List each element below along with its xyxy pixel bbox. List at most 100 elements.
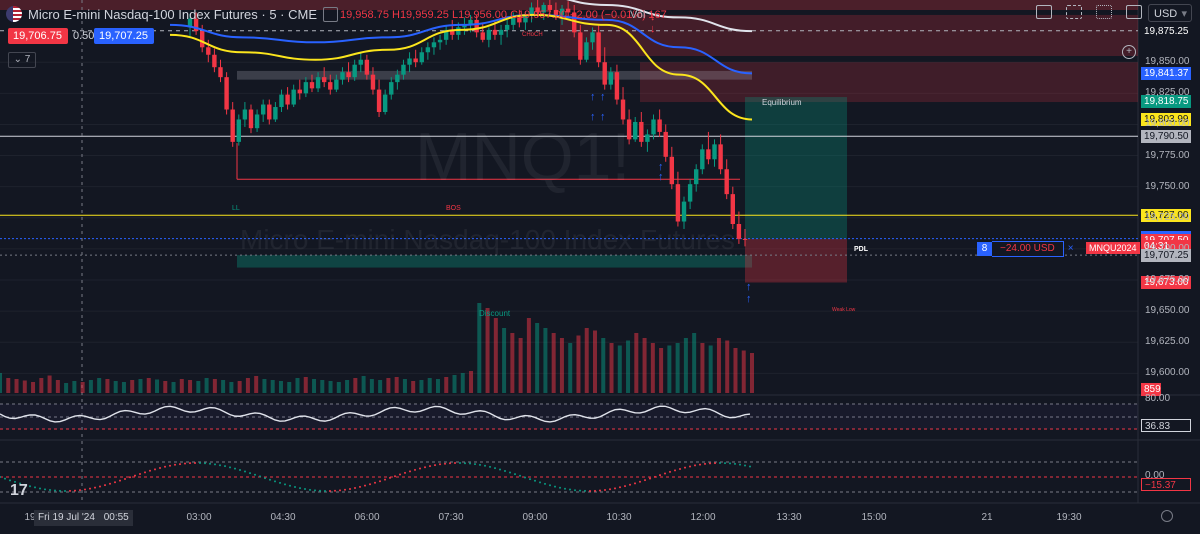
osc2-dot bbox=[719, 462, 721, 464]
buy-arrow-icon: ↑ bbox=[658, 171, 664, 183]
candle-body bbox=[639, 121, 644, 142]
candle-body bbox=[694, 169, 699, 185]
settings-gear-icon[interactable] bbox=[1161, 510, 1173, 522]
supply-zone-2 bbox=[640, 62, 1138, 103]
osc2-dot bbox=[44, 488, 46, 491]
candle-body bbox=[407, 58, 412, 65]
osc2-dot bbox=[159, 466, 161, 469]
annotation-weak-low: Weak Low bbox=[832, 307, 856, 313]
time-axis-tick: 15:00 bbox=[861, 512, 887, 523]
candle-body bbox=[486, 29, 492, 40]
osc2-dot bbox=[379, 480, 381, 483]
osc2-dot bbox=[514, 473, 516, 476]
osc2-dot bbox=[259, 475, 261, 478]
spread-value: 0.50 bbox=[73, 30, 95, 42]
osc2-dot bbox=[704, 462, 706, 465]
osc2-dot bbox=[359, 485, 361, 488]
price-axis-tick: 19,650.00 bbox=[1145, 305, 1190, 317]
sell-button[interactable]: 19,706.75 bbox=[8, 28, 68, 44]
volume-bar bbox=[320, 380, 325, 393]
candle-body bbox=[395, 74, 400, 83]
add-plus-icon[interactable]: + bbox=[1122, 45, 1136, 59]
osc2-dot bbox=[0, 476, 1, 478]
position-qty[interactable]: 8 bbox=[977, 242, 992, 256]
osc2-dot bbox=[484, 464, 486, 467]
volume-bar bbox=[31, 382, 36, 393]
indicators-collapse-button[interactable]: ⌄ 7 bbox=[8, 52, 36, 68]
rectangle-icon[interactable] bbox=[1036, 5, 1052, 19]
osc2-dot bbox=[254, 473, 256, 476]
time-axis-tick: 03:00 bbox=[186, 512, 212, 523]
candle-body bbox=[224, 77, 229, 110]
osc2-dot bbox=[589, 489, 591, 492]
volume-bar bbox=[179, 379, 184, 393]
volume-bar bbox=[386, 378, 391, 393]
osc2-dot bbox=[439, 463, 441, 466]
osc2-dot bbox=[699, 463, 701, 466]
volume-bar bbox=[88, 380, 93, 393]
close-position-icon[interactable]: × bbox=[1067, 243, 1074, 254]
volume-bar bbox=[171, 382, 176, 393]
osc2-dot bbox=[289, 484, 291, 487]
candle-body bbox=[736, 224, 742, 239]
candle-body bbox=[535, 7, 540, 13]
candle-body bbox=[254, 114, 260, 129]
volume-bar bbox=[716, 338, 721, 393]
osc2-dot bbox=[519, 474, 521, 477]
us-flag-icon bbox=[6, 6, 22, 22]
osc2-dot bbox=[614, 487, 616, 490]
osc2-dot bbox=[574, 489, 576, 492]
osc2-dot bbox=[539, 481, 541, 484]
candle-body bbox=[700, 149, 705, 170]
price-label: 19,790.50 bbox=[1141, 130, 1191, 144]
osc2-dot bbox=[594, 489, 596, 492]
osc2-dot bbox=[279, 481, 281, 484]
osc2-dot bbox=[394, 475, 396, 478]
symbol-header[interactable]: Micro E-mini Nasdaq-100 Index Futures · … bbox=[6, 4, 338, 24]
volume-bar bbox=[502, 328, 507, 393]
osc2-dot bbox=[4, 477, 6, 480]
osc2-dot bbox=[339, 489, 341, 492]
osc2-dot bbox=[549, 484, 551, 487]
volume-bar bbox=[634, 333, 639, 393]
moving-average-line bbox=[169, 13, 753, 121]
osc2-dot bbox=[109, 482, 111, 485]
buy-arrow-icon: ↑ bbox=[746, 293, 752, 305]
osc2-dot bbox=[194, 462, 196, 465]
buy-button[interactable]: 19,707.25 bbox=[94, 28, 154, 44]
osc2-dot bbox=[34, 486, 36, 489]
alert-icon[interactable] bbox=[1096, 5, 1112, 19]
time-axis-tick: 07:30 bbox=[438, 512, 464, 523]
candle-body bbox=[431, 42, 437, 48]
candle-body bbox=[511, 17, 516, 25]
osc2-dot bbox=[724, 462, 726, 465]
osc2-dot bbox=[239, 469, 241, 472]
volume-bar bbox=[0, 373, 2, 393]
candle-body bbox=[437, 39, 443, 43]
osc2-dot bbox=[299, 487, 301, 490]
vol-value: 167 bbox=[648, 9, 667, 21]
osc2-dot bbox=[269, 478, 271, 481]
currency-select[interactable]: USD bbox=[1148, 4, 1192, 23]
time-axis-tick: 04:30 bbox=[270, 512, 296, 523]
candle-body bbox=[657, 119, 662, 132]
annotation-discount: Discount bbox=[479, 309, 511, 318]
indicators-icon[interactable] bbox=[1066, 5, 1082, 19]
osc2-dot bbox=[354, 487, 356, 490]
candle-body bbox=[712, 144, 717, 160]
volume-bar bbox=[427, 378, 432, 393]
volume-bar bbox=[394, 377, 399, 393]
candle-body bbox=[669, 156, 675, 185]
ohlc-open: 19,958.75 bbox=[340, 9, 389, 21]
sell-arrow-icon: ↓ bbox=[650, 11, 656, 23]
fullscreen-icon[interactable] bbox=[1126, 5, 1142, 19]
visibility-icon[interactable] bbox=[322, 6, 338, 22]
osc2-dot bbox=[684, 466, 686, 469]
position-line[interactable]: 8 −24.00 USD × bbox=[977, 241, 1078, 257]
symbol-title[interactable]: Micro E-mini Nasdaq-100 Index Futures · … bbox=[28, 6, 317, 22]
volume-bar bbox=[221, 380, 226, 393]
candle-body bbox=[541, 4, 546, 13]
candle-body bbox=[620, 99, 626, 120]
